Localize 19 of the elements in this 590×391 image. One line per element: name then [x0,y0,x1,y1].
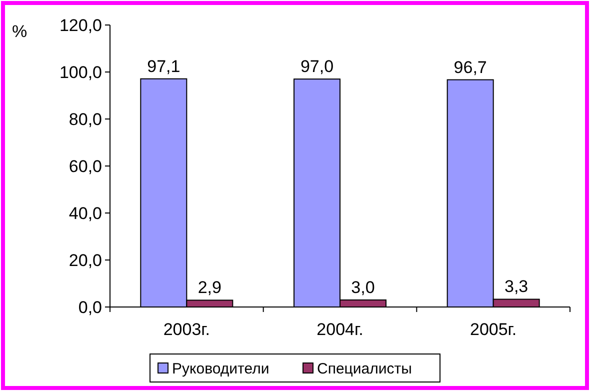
data-label: 97,0 [300,57,334,76]
legend-label: Специалисты [317,360,412,378]
data-label: 2,9 [198,278,222,298]
data-label: 3,3 [504,277,528,296]
y-tick-label: 80,0 [68,110,102,129]
y-tick-label: 120,0 [59,16,102,35]
legend-label: Руководители [172,360,270,378]
y-tick-label: 0,0 [78,298,102,317]
y-axis-title: % [12,22,28,41]
y-tick-label: 20,0 [68,250,102,270]
x-tick-label: 2005г. [470,320,517,339]
y-tick-label: 40,0 [68,204,102,223]
data-label: 97,1 [147,56,180,76]
x-tick-label: 2004г. [316,320,364,339]
y-tick-label: 60,0 [68,156,102,176]
data-label: 96,7 [454,58,487,77]
data-label: 3,0 [351,278,375,297]
x-tick-label: 2003г. [163,320,210,339]
y-tick-label: 100,0 [59,62,102,82]
